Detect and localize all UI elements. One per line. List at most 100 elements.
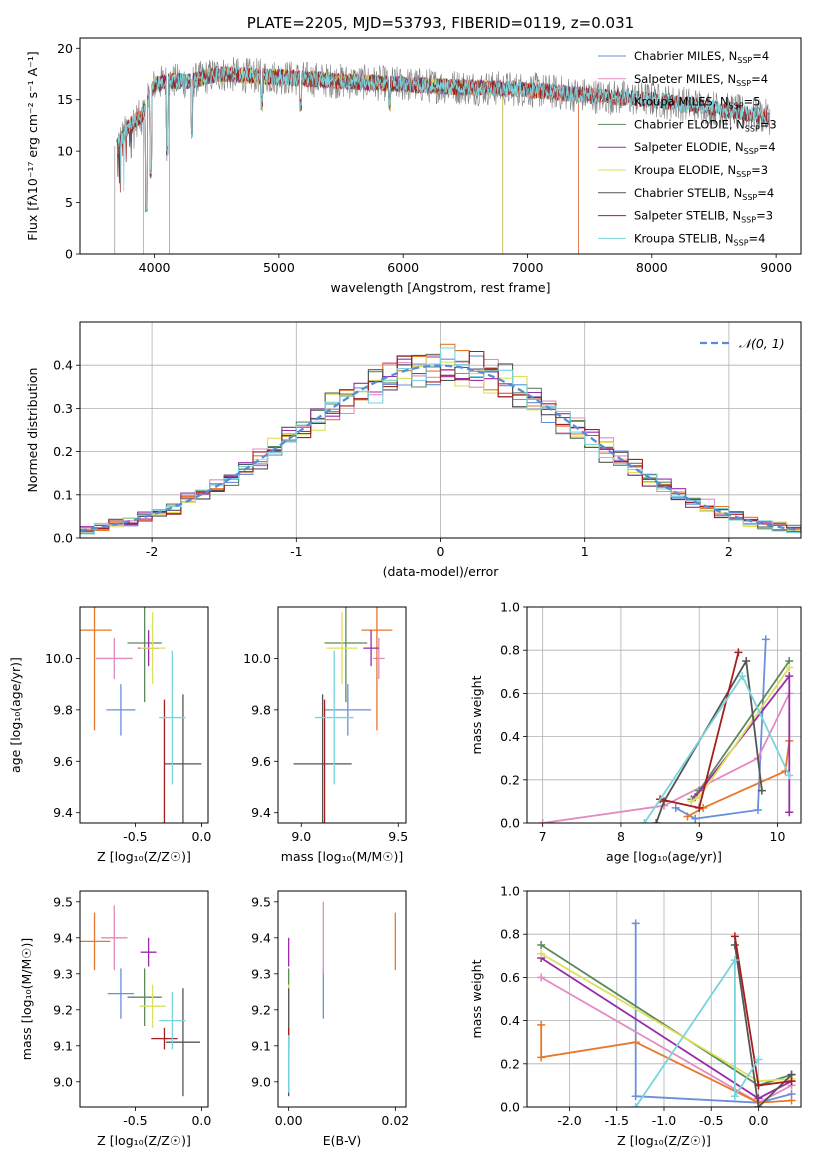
marker-plus	[631, 1038, 640, 1047]
marker-plus	[742, 657, 751, 665]
y-tick-label: 0.2	[500, 772, 520, 787]
legend-subscript: SSP	[742, 193, 757, 202]
mass-weight-line	[675, 639, 767, 820]
y-tick-label: 0.0	[53, 531, 73, 546]
marker-plus	[730, 932, 739, 941]
errorbars-age-Z	[80, 607, 202, 823]
legend-subscript: SSP	[736, 170, 751, 179]
legend-eq: =	[752, 49, 762, 63]
legend-count: 4	[768, 140, 775, 154]
x-tick-label: -2	[146, 544, 158, 559]
y-tick-label: 0	[65, 247, 73, 262]
errorbars-mass-Z	[80, 905, 201, 1097]
y-tick-label: 9.2	[251, 1002, 271, 1017]
y-axis-label: age [log₁₀(age/yr)]	[8, 657, 23, 773]
plot-frame	[526, 890, 802, 1108]
plot-frame	[79, 37, 802, 255]
x-tick-label: 10	[770, 829, 786, 844]
legend-count: 4	[767, 186, 774, 200]
x-axis-label: E(B-V)	[323, 1133, 362, 1148]
legend-eq: =	[757, 186, 767, 200]
x-tick-label: 9.0	[291, 829, 311, 844]
x-tick-label: -0.5	[699, 1113, 723, 1128]
x-tick-label: 6000	[387, 260, 419, 275]
axes-age-mass	[274, 658, 399, 827]
mass-weight-line	[540, 944, 792, 1087]
marker-plus	[730, 1092, 739, 1101]
x-axis-label: age [log₁₀(age/yr)]	[606, 849, 722, 864]
y-tick-label: 0.8	[500, 643, 520, 658]
x-axis-label: Z [log₁₀(Z/Z☉)]	[97, 1133, 191, 1148]
legend-subscript: SSP	[736, 79, 751, 88]
legend-text: Chabrier MILES, N	[634, 49, 737, 63]
y-tick-label: 0.2	[500, 1056, 520, 1071]
x-tick-label: 2	[725, 544, 733, 559]
legend-eq: =	[751, 72, 761, 86]
mass-weight-lines-mass-weight-Z	[537, 919, 796, 1107]
y-axis-label: mass weight	[469, 959, 484, 1038]
y-tick-label: 1.0	[500, 600, 520, 615]
marker-plus	[537, 973, 546, 982]
y-axis-label: mass [log₁₀(M/M☉)]	[19, 938, 34, 1060]
legend-label: Chabrier MILES, NSSP=4	[634, 49, 769, 65]
x-tick-label: -0.5	[123, 829, 147, 844]
x-tick-label: 0.0	[191, 829, 211, 844]
x-axis-label: Z [log₁₀(Z/Z☉)]	[97, 849, 191, 864]
legend-label: Kroupa MILES, NSSP=5	[634, 95, 761, 111]
marker-plus	[730, 941, 739, 949]
legend-text: Salpeter STELIB, N	[634, 209, 741, 223]
legend-text: Kroupa MILES, N	[634, 95, 729, 109]
marker-plus	[785, 808, 794, 817]
x-tick-label: 5000	[263, 260, 295, 275]
legend-text: Kroupa STELIB, N	[634, 231, 734, 245]
y-tick-label: 0.0	[500, 816, 520, 831]
x-axis-label: Z [log₁₀(Z/Z☉)]	[617, 1133, 711, 1148]
y-tick-label: 9.4	[251, 930, 271, 945]
y-tick-label: 0.6	[500, 970, 520, 985]
y-tick-label: 15	[57, 92, 73, 107]
x-tick-label: 0	[437, 544, 445, 559]
x-axis-label: (data-model)/error	[383, 564, 500, 579]
y-tick-label: 9.5	[53, 894, 73, 909]
mass-weight-line	[734, 936, 792, 1087]
errorbars-mass-EBV	[288, 901, 396, 1097]
legend-count: 3	[769, 117, 776, 131]
marker-plus	[785, 672, 794, 681]
y-tick-label: 9.4	[53, 805, 73, 820]
y-tick-label: 1.0	[500, 884, 520, 899]
y-axis-label: Flux [fλ10⁻¹⁷ erg cm⁻² s⁻¹ A⁻¹]	[25, 51, 40, 240]
marker-plus	[785, 663, 794, 672]
marker-plus	[754, 1081, 763, 1090]
y-tick-label: 9.3	[53, 966, 73, 981]
legend-subscript: SSP	[737, 56, 752, 65]
marker-plus	[683, 812, 692, 821]
y-tick-label: 10	[57, 144, 73, 159]
marker-plus	[787, 1077, 796, 1086]
legend-subscript: SSP	[745, 124, 760, 133]
legend-label: Salpeter ELODIE, NSSP=4	[634, 140, 776, 156]
y-tick-label: 9.1	[53, 1038, 73, 1053]
x-tick-label: -1.5	[605, 1113, 629, 1128]
marker-plus	[537, 949, 546, 958]
y-tick-label: 9.6	[251, 754, 271, 769]
axes-age-Z	[76, 658, 202, 827]
y-tick-label: 0.3	[53, 401, 73, 416]
y-tick-label: 9.4	[53, 930, 73, 945]
y-tick-label: 0.4	[500, 729, 520, 744]
model-spectrum	[116, 65, 579, 254]
x-tick-label: -1	[290, 544, 302, 559]
plot-frame	[79, 321, 802, 539]
axes-mass-weight-Z	[523, 890, 801, 1111]
y-tick-label: 9.0	[53, 1074, 73, 1089]
axes-mass-EBV	[274, 901, 396, 1111]
legend-text: Chabrier ELODIE, N	[634, 117, 745, 131]
marker-plus	[537, 1020, 546, 1029]
legend-subscript: SSP	[729, 102, 744, 111]
legend-label: Kroupa STELIB, NSSP=4	[634, 231, 766, 247]
x-tick-label: -0.5	[123, 1113, 147, 1128]
plot-frame	[277, 890, 407, 1108]
histograms	[80, 343, 801, 536]
legend-count: 3	[766, 209, 773, 223]
legend-label: Kroupa ELODIE, NSSP=3	[634, 163, 768, 179]
